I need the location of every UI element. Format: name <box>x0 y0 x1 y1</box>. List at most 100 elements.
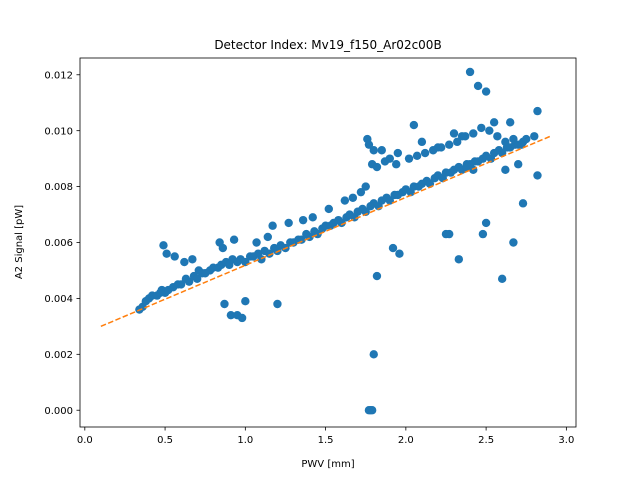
data-point <box>417 137 427 147</box>
data-point <box>364 140 374 149</box>
data-point <box>229 235 239 244</box>
data-point <box>180 257 189 267</box>
data-point <box>241 297 250 306</box>
data-point <box>518 199 528 208</box>
data-point <box>395 249 404 258</box>
data-point <box>170 252 179 261</box>
data-point <box>454 255 464 264</box>
data-point <box>361 182 370 191</box>
x-tick-label: 2.5 <box>478 435 494 446</box>
y-tick-label: 0.004 <box>44 294 73 305</box>
data-point <box>284 218 293 228</box>
data-point <box>356 187 366 197</box>
data-point <box>404 154 414 163</box>
data-point <box>485 126 494 135</box>
data-point <box>265 249 274 258</box>
data-point <box>220 299 229 309</box>
data-point <box>530 132 539 141</box>
data-point <box>324 204 333 214</box>
data-point <box>533 106 542 116</box>
data-point <box>298 215 308 225</box>
data-point <box>192 274 202 284</box>
data-point <box>268 221 277 230</box>
data-point <box>412 151 422 161</box>
data-point <box>372 162 382 172</box>
data-point <box>372 271 382 281</box>
data-point <box>377 146 386 155</box>
scatter-points <box>135 67 542 415</box>
y-axis: 0.000 0.002 0.004 0.006 0.008 0.010 0.012 <box>44 70 80 417</box>
data-point <box>188 255 197 264</box>
x-tick-label: 0.0 <box>77 435 93 446</box>
data-point <box>481 218 491 228</box>
data-point <box>337 218 346 228</box>
data-point <box>517 140 526 149</box>
fit-line <box>100 135 551 328</box>
y-tick-label: 0.012 <box>44 70 73 81</box>
y-tick-label: 0.010 <box>44 126 73 137</box>
data-point <box>369 350 378 359</box>
data-point <box>409 120 419 130</box>
data-point <box>444 229 454 239</box>
data-point <box>473 81 483 91</box>
x-axis: 0.0 0.5 1.0 1.5 2.0 2.5 3.0 <box>77 427 574 446</box>
data-point <box>509 238 518 247</box>
data-point <box>522 134 531 144</box>
data-point <box>501 165 510 175</box>
data-point <box>393 148 403 158</box>
data-point <box>444 140 454 149</box>
data-point <box>385 154 394 163</box>
data-point <box>462 162 472 172</box>
data-point <box>340 196 350 205</box>
data-point <box>348 193 358 202</box>
data-point <box>478 229 488 239</box>
data-point <box>308 213 317 222</box>
data-point <box>457 132 467 141</box>
data-point <box>477 123 486 133</box>
data-point <box>162 249 171 258</box>
data-point <box>514 160 523 169</box>
data-point <box>218 243 228 253</box>
data-point <box>184 277 194 286</box>
data-point <box>533 171 542 180</box>
data-point <box>493 132 502 141</box>
y-tick-label: 0.002 <box>44 350 73 361</box>
x-tick-label: 2.0 <box>398 435 414 446</box>
x-tick-label: 0.5 <box>157 435 173 446</box>
data-point <box>194 266 203 275</box>
data-point <box>420 148 430 158</box>
x-tick-label: 3.0 <box>558 435 574 446</box>
x-tick-label: 1.5 <box>318 435 334 446</box>
data-point <box>226 310 236 320</box>
data-point <box>469 129 478 138</box>
data-point <box>273 299 282 309</box>
data-point <box>252 238 261 247</box>
x-tick-label: 1.0 <box>237 435 253 446</box>
data-point <box>501 137 510 147</box>
data-point <box>453 137 462 147</box>
data-point <box>237 313 247 323</box>
data-point <box>263 232 273 242</box>
data-point <box>176 280 186 289</box>
data-point <box>509 134 518 144</box>
y-tick-label: 0.000 <box>44 406 73 417</box>
data-point <box>497 274 507 284</box>
data-point <box>433 143 443 152</box>
data-point <box>481 87 491 96</box>
data-point <box>369 146 378 155</box>
data-point <box>392 160 401 169</box>
chart-title: Detector Index: Mv19_f150_Ar02c00B <box>214 38 441 52</box>
data-point <box>367 406 377 415</box>
data-point <box>159 241 168 250</box>
plot-area <box>100 67 551 415</box>
data-point <box>505 118 515 127</box>
y-tick-label: 0.006 <box>44 238 73 249</box>
y-axis-label: A2 Signal [pW] <box>14 205 25 279</box>
data-point <box>465 67 475 77</box>
data-point <box>388 243 398 253</box>
x-axis-label: PWV [mm] <box>301 459 354 470</box>
data-point <box>489 118 499 127</box>
data-point <box>449 129 459 138</box>
